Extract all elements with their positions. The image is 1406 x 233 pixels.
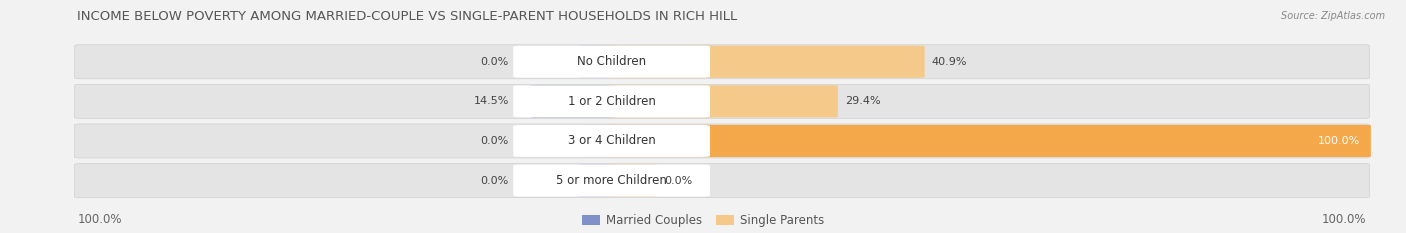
FancyBboxPatch shape bbox=[607, 46, 925, 78]
Text: 1 or 2 Children: 1 or 2 Children bbox=[568, 95, 655, 108]
FancyBboxPatch shape bbox=[513, 46, 710, 78]
FancyBboxPatch shape bbox=[578, 46, 616, 78]
Text: 14.5%: 14.5% bbox=[474, 96, 509, 106]
Text: Source: ZipAtlas.com: Source: ZipAtlas.com bbox=[1281, 11, 1385, 21]
FancyBboxPatch shape bbox=[75, 164, 1369, 198]
FancyBboxPatch shape bbox=[513, 86, 710, 117]
FancyBboxPatch shape bbox=[75, 45, 1369, 79]
FancyBboxPatch shape bbox=[578, 164, 616, 197]
FancyBboxPatch shape bbox=[607, 164, 658, 197]
FancyBboxPatch shape bbox=[513, 125, 710, 157]
Text: No Children: No Children bbox=[576, 55, 647, 68]
Text: 40.9%: 40.9% bbox=[932, 57, 967, 67]
Text: 0.0%: 0.0% bbox=[481, 176, 509, 185]
FancyBboxPatch shape bbox=[607, 125, 1371, 157]
Text: 5 or more Children: 5 or more Children bbox=[557, 174, 666, 187]
Text: 29.4%: 29.4% bbox=[845, 96, 880, 106]
Text: 0.0%: 0.0% bbox=[481, 57, 509, 67]
FancyBboxPatch shape bbox=[75, 124, 1369, 158]
FancyBboxPatch shape bbox=[530, 85, 616, 117]
Text: 100.0%: 100.0% bbox=[1322, 212, 1367, 226]
FancyBboxPatch shape bbox=[578, 125, 616, 157]
Text: 100.0%: 100.0% bbox=[77, 212, 122, 226]
Text: 3 or 4 Children: 3 or 4 Children bbox=[568, 134, 655, 147]
FancyBboxPatch shape bbox=[607, 85, 838, 117]
Legend: Married Couples, Single Parents: Married Couples, Single Parents bbox=[582, 214, 824, 227]
Text: 0.0%: 0.0% bbox=[481, 136, 509, 146]
FancyBboxPatch shape bbox=[75, 84, 1369, 118]
Text: 100.0%: 100.0% bbox=[1317, 136, 1360, 146]
Text: 0.0%: 0.0% bbox=[665, 176, 693, 185]
Text: INCOME BELOW POVERTY AMONG MARRIED-COUPLE VS SINGLE-PARENT HOUSEHOLDS IN RICH HI: INCOME BELOW POVERTY AMONG MARRIED-COUPL… bbox=[77, 10, 738, 23]
FancyBboxPatch shape bbox=[513, 165, 710, 196]
